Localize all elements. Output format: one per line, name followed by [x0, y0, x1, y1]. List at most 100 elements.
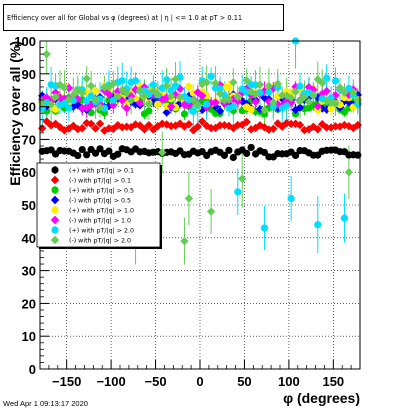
- data-point: [286, 93, 296, 103]
- data-point: [238, 174, 247, 183]
- data-point: [269, 124, 278, 133]
- data-point: [295, 96, 305, 106]
- data-point: [109, 96, 117, 104]
- data-point: [318, 78, 327, 88]
- data-point: [104, 124, 114, 133]
- y-axis-title: Efficiency over all (%): [7, 41, 23, 186]
- data-point: [55, 80, 65, 90]
- data-point: [225, 83, 233, 91]
- data-point: [286, 98, 296, 107]
- data-point: [78, 124, 87, 133]
- y-tick-label: 30: [22, 264, 36, 279]
- data-point: [175, 84, 185, 93]
- data-point: [255, 80, 265, 89]
- data-point: [64, 95, 74, 104]
- data-point: [78, 103, 87, 113]
- data-point: [331, 77, 340, 85]
- data-point: [65, 104, 73, 112]
- data-point: [104, 82, 114, 92]
- data-point: [340, 214, 349, 222]
- data-point: [198, 117, 207, 126]
- legend-entry-label: (-) with pT/|q| > 0.5: [69, 197, 131, 204]
- data-point: [184, 120, 194, 129]
- data-point: [304, 97, 314, 107]
- data-point: [340, 108, 349, 116]
- legend-entry-label: (+) with pT/|q| > 0.5: [69, 187, 134, 194]
- data-point: [60, 83, 69, 93]
- data-point: [171, 74, 180, 84]
- data-point: [300, 92, 309, 102]
- data-point: [154, 100, 162, 108]
- x-tick-labels: −150 −100 −50 0 50 100 150: [52, 374, 344, 389]
- data-point: [105, 147, 113, 155]
- data-point: [286, 119, 296, 129]
- data-point: [345, 84, 353, 93]
- data-point: [206, 123, 216, 133]
- data-point: [166, 121, 176, 131]
- data-point: [69, 90, 78, 100]
- data-point: [42, 49, 51, 59]
- data-point: [104, 90, 114, 99]
- data-point: [189, 107, 197, 115]
- legend-entry-label: (-) with pT/|q| > 1.0: [69, 217, 131, 224]
- data-point: [265, 88, 273, 96]
- data-point: [64, 83, 74, 93]
- data-point: [51, 92, 60, 102]
- data-point: [163, 76, 171, 84]
- data-point: [242, 76, 251, 85]
- data-point: [162, 108, 171, 117]
- data-point: [313, 125, 322, 134]
- data-point: [193, 100, 202, 109]
- data-point: [215, 121, 225, 130]
- date-stamp: Wed Apr 1 09:13:17 2020: [3, 399, 88, 408]
- data-point: [78, 145, 86, 154]
- data-point: [233, 92, 242, 102]
- data-point: [162, 81, 171, 90]
- data-point: [95, 119, 105, 128]
- data-point: [175, 98, 185, 108]
- data-point: [260, 148, 269, 157]
- data-point: [113, 92, 122, 101]
- data-point: [118, 85, 127, 95]
- data-point: [64, 124, 74, 133]
- legend-entry-label: (-) with pT/|q| > 0.1: [69, 177, 131, 184]
- data-point: [60, 126, 69, 135]
- data-point: [96, 145, 104, 153]
- data-point: [38, 124, 47, 133]
- data-point: [87, 92, 95, 100]
- data-point: [189, 126, 198, 135]
- data-point: [246, 125, 256, 134]
- data-point: [60, 99, 69, 107]
- data-point: [83, 97, 91, 105]
- data-point: [140, 91, 149, 101]
- y-tick-label: 60: [22, 165, 36, 180]
- data-point: [122, 122, 131, 131]
- data-point: [206, 207, 216, 216]
- data-point: [153, 89, 162, 99]
- data-point: [122, 104, 131, 113]
- data-point: [42, 93, 51, 102]
- y-tick-label: 0: [29, 362, 36, 377]
- data-point: [180, 236, 189, 246]
- data-point: [295, 120, 305, 130]
- data-point: [74, 151, 82, 160]
- data-point: [295, 103, 305, 112]
- data-point: [323, 74, 331, 82]
- data-point: [126, 96, 136, 105]
- data-point: [171, 82, 180, 90]
- data-point: [340, 88, 349, 97]
- y-tick-label: 20: [22, 296, 36, 311]
- y-tick-label: 10: [22, 329, 36, 344]
- data-point: [273, 119, 282, 128]
- data-point: [283, 102, 291, 110]
- data-point: [313, 101, 322, 111]
- data-point: [331, 99, 340, 108]
- data-point: [349, 87, 358, 97]
- data-point: [314, 221, 322, 229]
- data-point: [184, 194, 194, 203]
- data-point: [215, 80, 225, 90]
- data-point: [264, 81, 274, 91]
- data-point: [220, 151, 229, 159]
- data-point: [95, 103, 105, 112]
- data-point: [73, 94, 82, 104]
